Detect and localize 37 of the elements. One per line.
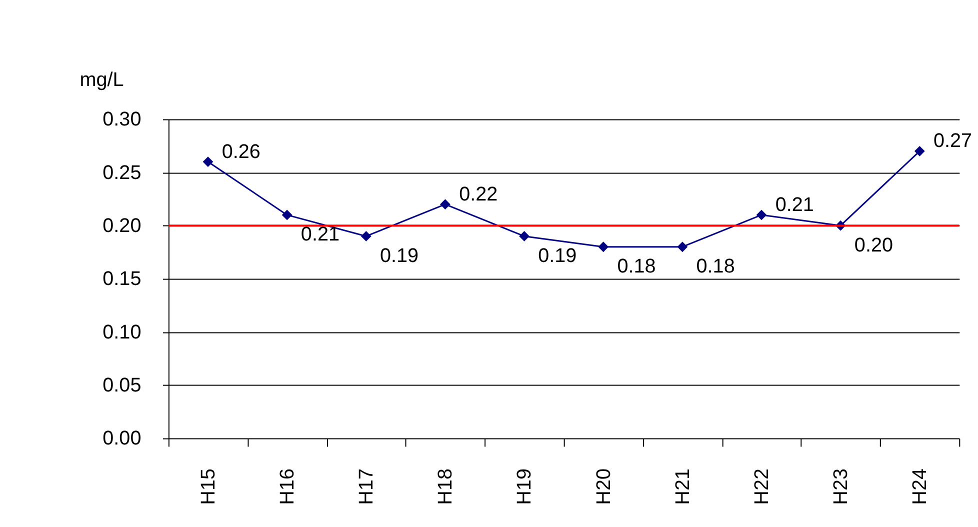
point — [519, 231, 530, 242]
x-tick-label: H16 — [276, 468, 298, 505]
point — [282, 210, 292, 220]
y-tick-label: 0.00 — [102, 428, 142, 450]
y-tick-label: 0.25 — [102, 162, 142, 184]
x-tick-label: H22 — [750, 468, 773, 505]
y-tick-label: 0.20 — [102, 215, 142, 238]
x-tick-label: H17 — [356, 468, 378, 505]
y-tick-label: 0.30 — [102, 108, 142, 131]
text: 0.19 — [538, 245, 577, 267]
point — [202, 156, 214, 167]
point — [598, 242, 609, 252]
point — [360, 231, 372, 242]
text: 0.18 — [696, 256, 735, 278]
point — [756, 210, 767, 220]
text: 0.20 — [854, 234, 893, 256]
text: 0.21 — [300, 224, 340, 246]
y-tick-label: 0.10 — [102, 321, 142, 344]
x-tick-label: H23 — [830, 468, 852, 505]
text: 0.22 — [459, 183, 498, 206]
text: 0.27 — [934, 130, 972, 152]
text: 0.21 — [775, 194, 814, 216]
text: 0.18 — [617, 256, 656, 278]
point — [677, 242, 688, 252]
point — [914, 146, 925, 156]
y-tick-label: 0.15 — [102, 268, 142, 290]
x-tick-label: H19 — [514, 468, 536, 505]
x-tick-label: H18 — [434, 468, 457, 505]
y-tick-label: 0.05 — [102, 374, 142, 397]
x-tick-label: H24 — [909, 468, 932, 505]
x-tick-label: H21 — [672, 468, 694, 505]
text: 0.19 — [380, 245, 419, 267]
x-tick-label: H15 — [197, 468, 220, 505]
text: 0.26 — [222, 140, 260, 163]
x-tick-label: H20 — [592, 468, 615, 505]
point — [440, 199, 450, 210]
y-axis-title: mg/L — [80, 69, 124, 92]
